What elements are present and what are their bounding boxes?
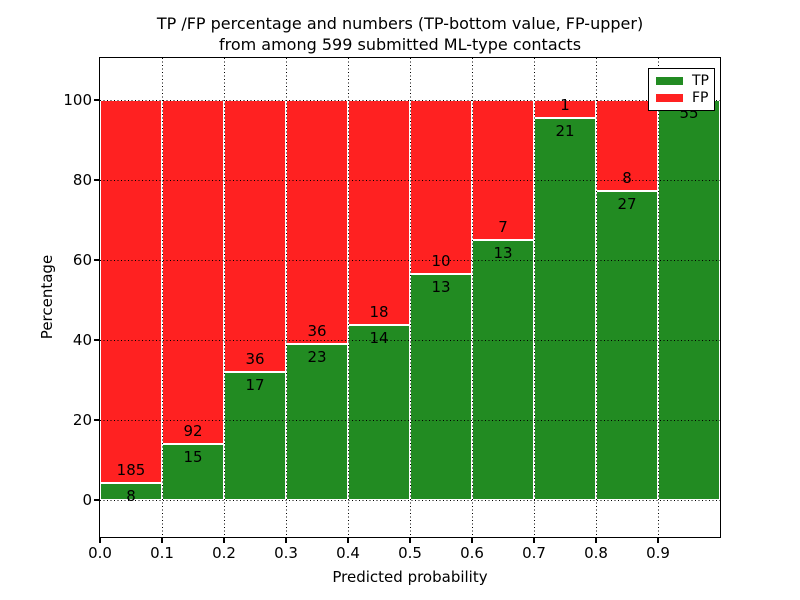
x-tick-label: 0.8 bbox=[584, 544, 608, 562]
legend-entry-tp: TP bbox=[656, 74, 709, 88]
vertical-gridline bbox=[471, 58, 473, 537]
vertical-gridline bbox=[161, 58, 163, 537]
y-tick-mark bbox=[93, 259, 99, 261]
x-tick-mark bbox=[657, 538, 659, 543]
fp-count-label: 185 bbox=[116, 461, 146, 480]
horizontal-gridline bbox=[100, 499, 720, 501]
y-tick-mark bbox=[93, 179, 99, 181]
y-tick-mark bbox=[93, 419, 99, 421]
y-tick-label: 0 bbox=[82, 491, 92, 509]
y-tick-label: 60 bbox=[72, 251, 92, 269]
tp-count-label: 17 bbox=[245, 375, 265, 394]
legend-label-fp: FP bbox=[692, 90, 709, 106]
vertical-gridline bbox=[223, 58, 225, 537]
chart-title: TP /FP percentage and numbers (TP-bottom… bbox=[90, 13, 710, 55]
bar-fp-segment bbox=[100, 100, 162, 484]
fp-count-label: 36 bbox=[245, 349, 265, 368]
bar-tp-segment bbox=[658, 100, 720, 500]
tp-count-label: 23 bbox=[307, 348, 327, 367]
x-tick-label: 0.0 bbox=[88, 544, 112, 562]
bar-fp-segment bbox=[286, 100, 348, 345]
x-tick-label: 0.9 bbox=[646, 544, 670, 562]
x-axis-label: Predicted probability bbox=[332, 568, 488, 586]
y-tick-mark bbox=[93, 339, 99, 341]
x-tick-label: 0.1 bbox=[150, 544, 174, 562]
x-tick-label: 0.6 bbox=[460, 544, 484, 562]
tp-count-label: 8 bbox=[126, 487, 136, 506]
bar-tp-segment bbox=[224, 371, 286, 500]
bar-tp-segment bbox=[162, 443, 224, 500]
fp-count-label: 36 bbox=[307, 322, 327, 341]
tp-count-label: 13 bbox=[493, 244, 513, 262]
fp-count-label: 18 bbox=[369, 303, 389, 321]
x-tick-mark bbox=[409, 538, 411, 543]
vertical-gridline bbox=[657, 58, 659, 537]
x-tick-mark bbox=[471, 538, 473, 543]
horizontal-gridline bbox=[100, 259, 720, 261]
plot-area: TP FP 185 8 92 15 36 17 36 23 18 14 10 13 7 13 1 21 8 27 55… bbox=[63, 57, 721, 562]
x-tick-mark bbox=[595, 538, 597, 543]
x-tick-label: 0.4 bbox=[336, 544, 360, 562]
vertical-gridline bbox=[533, 58, 535, 537]
bar-fp-segment bbox=[596, 100, 658, 192]
vertical-gridline bbox=[285, 58, 287, 537]
vertical-gridline bbox=[347, 58, 349, 537]
bar-fp-segment bbox=[410, 100, 472, 274]
tp-count-label: 21 bbox=[555, 122, 575, 141]
y-tick-label: 40 bbox=[72, 331, 92, 349]
horizontal-gridline bbox=[100, 339, 720, 341]
legend-swatch-tp bbox=[656, 77, 683, 85]
x-tick-label: 0.5 bbox=[398, 544, 422, 562]
legend-entry-fp: FP bbox=[656, 91, 709, 105]
bar-tp-segment bbox=[348, 325, 410, 500]
x-tick-mark bbox=[223, 538, 225, 543]
bar-tp-segment bbox=[534, 118, 596, 500]
tp-count-label: 13 bbox=[431, 277, 451, 296]
x-tick-mark bbox=[99, 538, 101, 543]
x-tick-mark bbox=[285, 538, 287, 543]
fp-count-label: 1 bbox=[560, 96, 570, 115]
y-tick-mark bbox=[93, 99, 99, 101]
tp-count-label: 27 bbox=[617, 195, 637, 214]
vertical-gridline bbox=[595, 58, 597, 537]
bar-tp-segment bbox=[286, 344, 348, 500]
x-tick-mark bbox=[161, 538, 163, 543]
y-tick-label: 100 bbox=[63, 91, 92, 109]
fp-count-label: 7 bbox=[498, 218, 508, 236]
x-tick-label: 0.2 bbox=[212, 544, 236, 562]
x-tick-label: 0.7 bbox=[522, 544, 546, 562]
vertical-gridline bbox=[409, 58, 411, 537]
y-tick-mark bbox=[93, 499, 99, 501]
chart-title-line2: from among 599 submitted ML-type contact… bbox=[218, 35, 582, 54]
legend-swatch-fp bbox=[656, 94, 683, 102]
x-tick-label: 0.3 bbox=[274, 544, 298, 562]
y-tick-label: 20 bbox=[72, 411, 92, 429]
y-tick-label: 80 bbox=[72, 171, 92, 189]
horizontal-gridline bbox=[100, 419, 720, 421]
fp-count-label: 10 bbox=[431, 251, 451, 270]
tp-count-label: 14 bbox=[369, 329, 389, 347]
bar-fp-segment bbox=[348, 100, 410, 325]
bar-fp-segment bbox=[224, 100, 286, 372]
chart-title-line1: TP /FP percentage and numbers (TP-bottom… bbox=[156, 14, 644, 33]
x-tick-mark bbox=[533, 538, 535, 543]
tp-count-label: 15 bbox=[183, 447, 203, 466]
bar-tp-segment bbox=[472, 240, 534, 500]
x-tick-mark bbox=[347, 538, 349, 543]
fp-count-label: 8 bbox=[622, 169, 632, 188]
legend-label-tp: TP bbox=[692, 73, 709, 89]
horizontal-gridline bbox=[100, 179, 720, 181]
horizontal-gridline bbox=[100, 99, 720, 101]
fp-count-label: 92 bbox=[183, 421, 203, 440]
bar-fp-segment bbox=[162, 100, 224, 444]
bar-tp-segment bbox=[596, 191, 658, 500]
bar-tp-segment bbox=[410, 273, 472, 500]
legend: TP FP bbox=[648, 68, 715, 111]
